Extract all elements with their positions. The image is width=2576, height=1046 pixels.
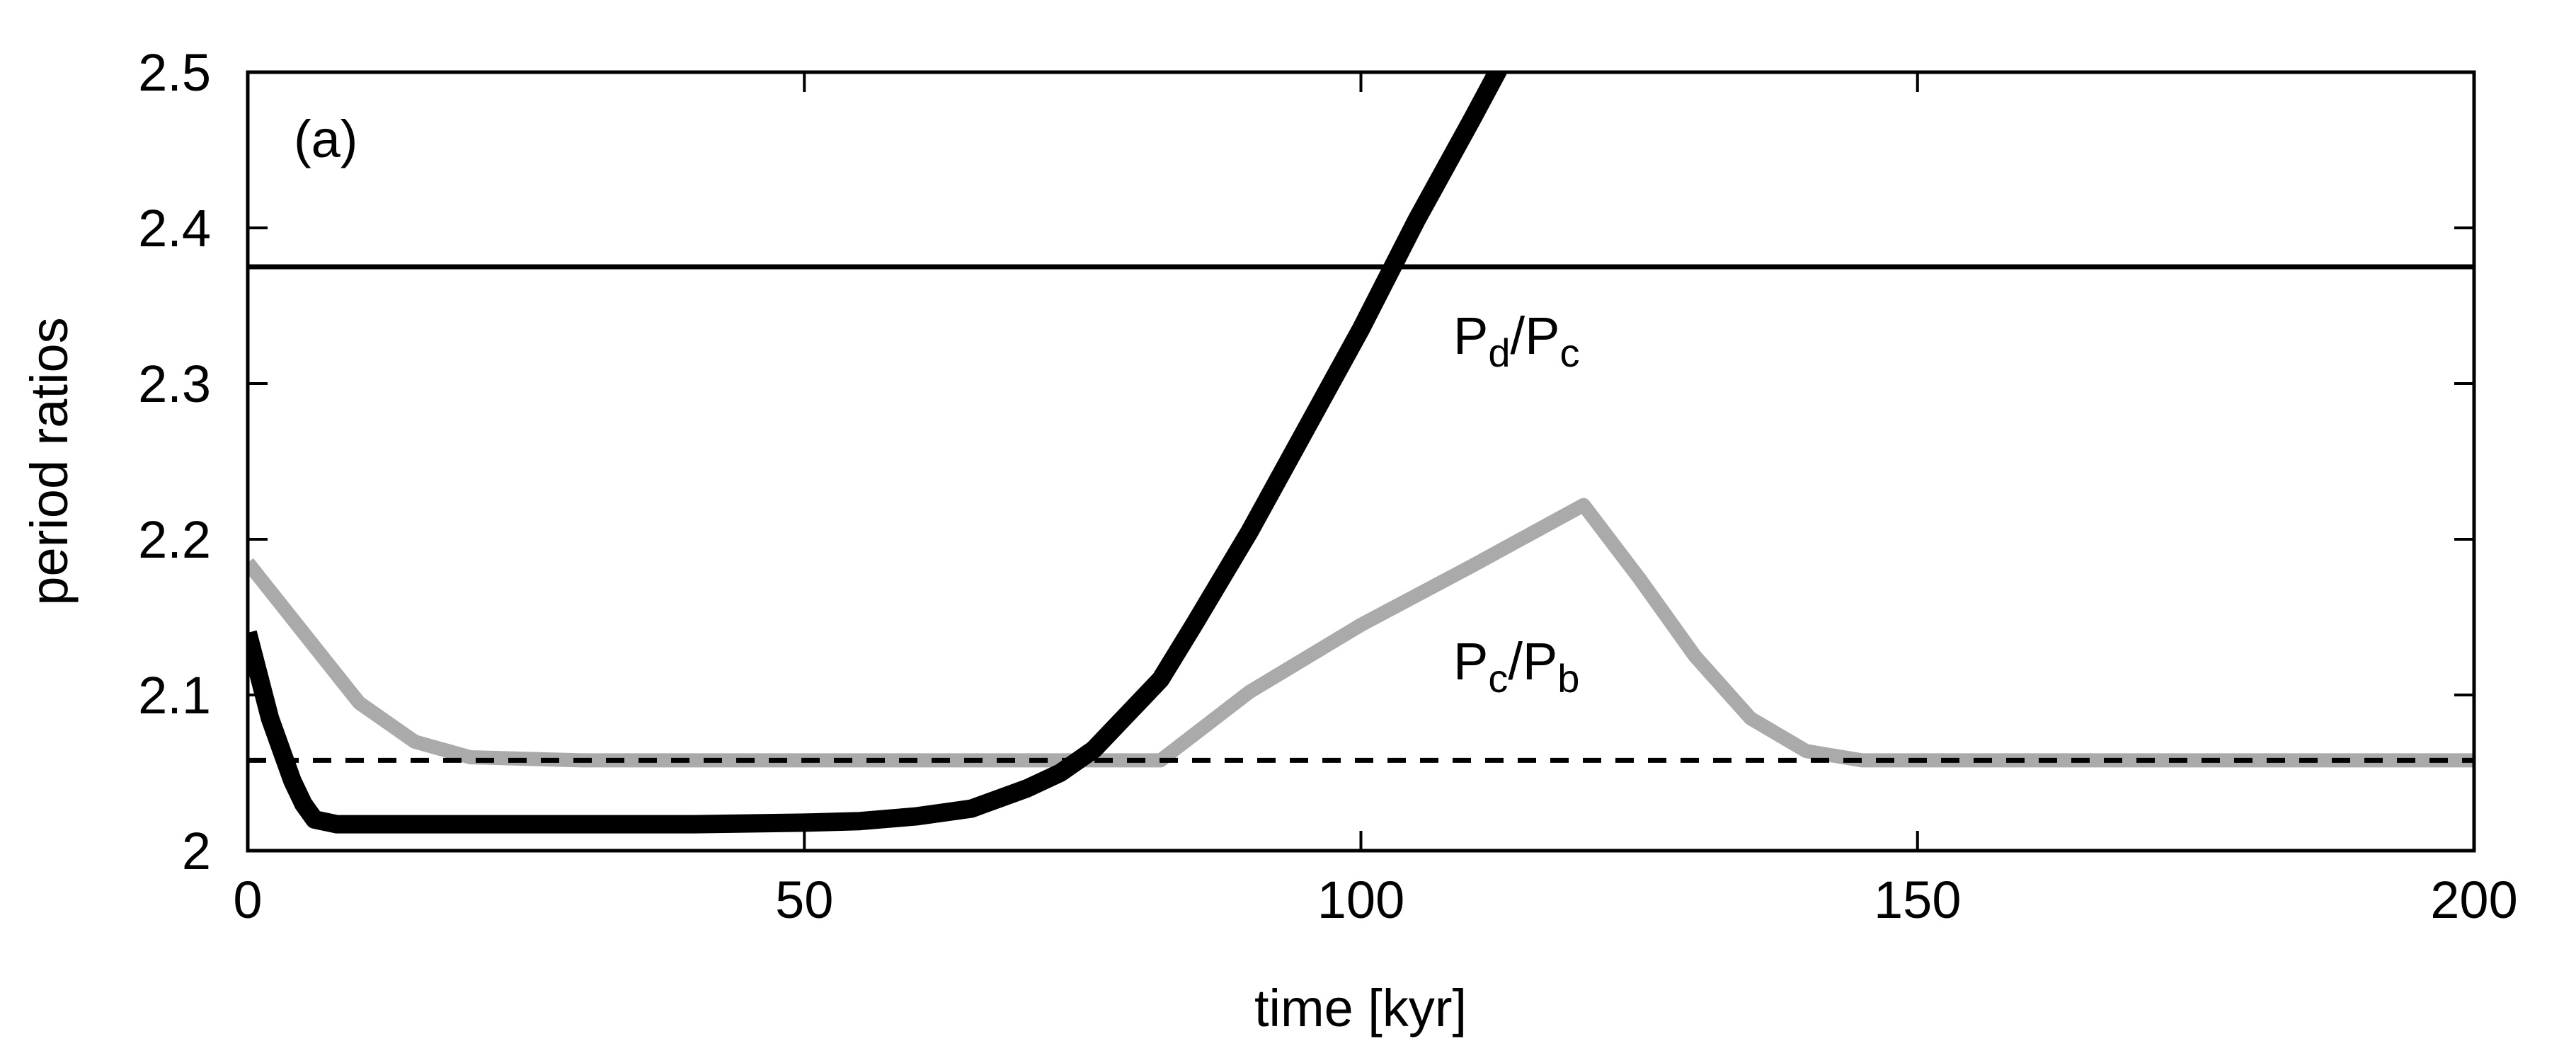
series-line-pc-pb — [248, 498, 2474, 768]
y-tick-label: 2.2 — [138, 510, 211, 569]
series-label-pd-pc: Pd/Pc — [1453, 306, 1579, 375]
panel-label: (a) — [294, 110, 357, 168]
axis-ticks: 0 50 100 150 200 2 2.1 2.2 2.3 2.4 2.5 — [138, 43, 2518, 929]
y-tick-label: 2.3 — [138, 355, 211, 413]
y-tick-label: 2 — [182, 822, 211, 880]
reference-lines — [248, 264, 2474, 763]
x-tick-label: 100 — [1317, 870, 1404, 929]
series-label-pc-pb: Pc/Pb — [1453, 632, 1579, 701]
series-line-pd-pc — [248, 72, 1508, 834]
y-tick-label: 2.5 — [138, 43, 211, 102]
x-tick-label: 0 — [233, 870, 262, 929]
x-tick-label: 150 — [1874, 870, 1961, 929]
series-layer — [248, 72, 2474, 834]
y-tick-label: 2.4 — [138, 199, 211, 258]
y-axis-label: period ratios — [20, 317, 79, 605]
x-axis-label: time [kyr] — [1254, 979, 1467, 1038]
x-tick-label: 50 — [775, 870, 833, 929]
plot-frame — [246, 70, 2476, 853]
x-tick-label: 200 — [2430, 870, 2517, 929]
y-tick-label: 2.1 — [138, 666, 211, 725]
